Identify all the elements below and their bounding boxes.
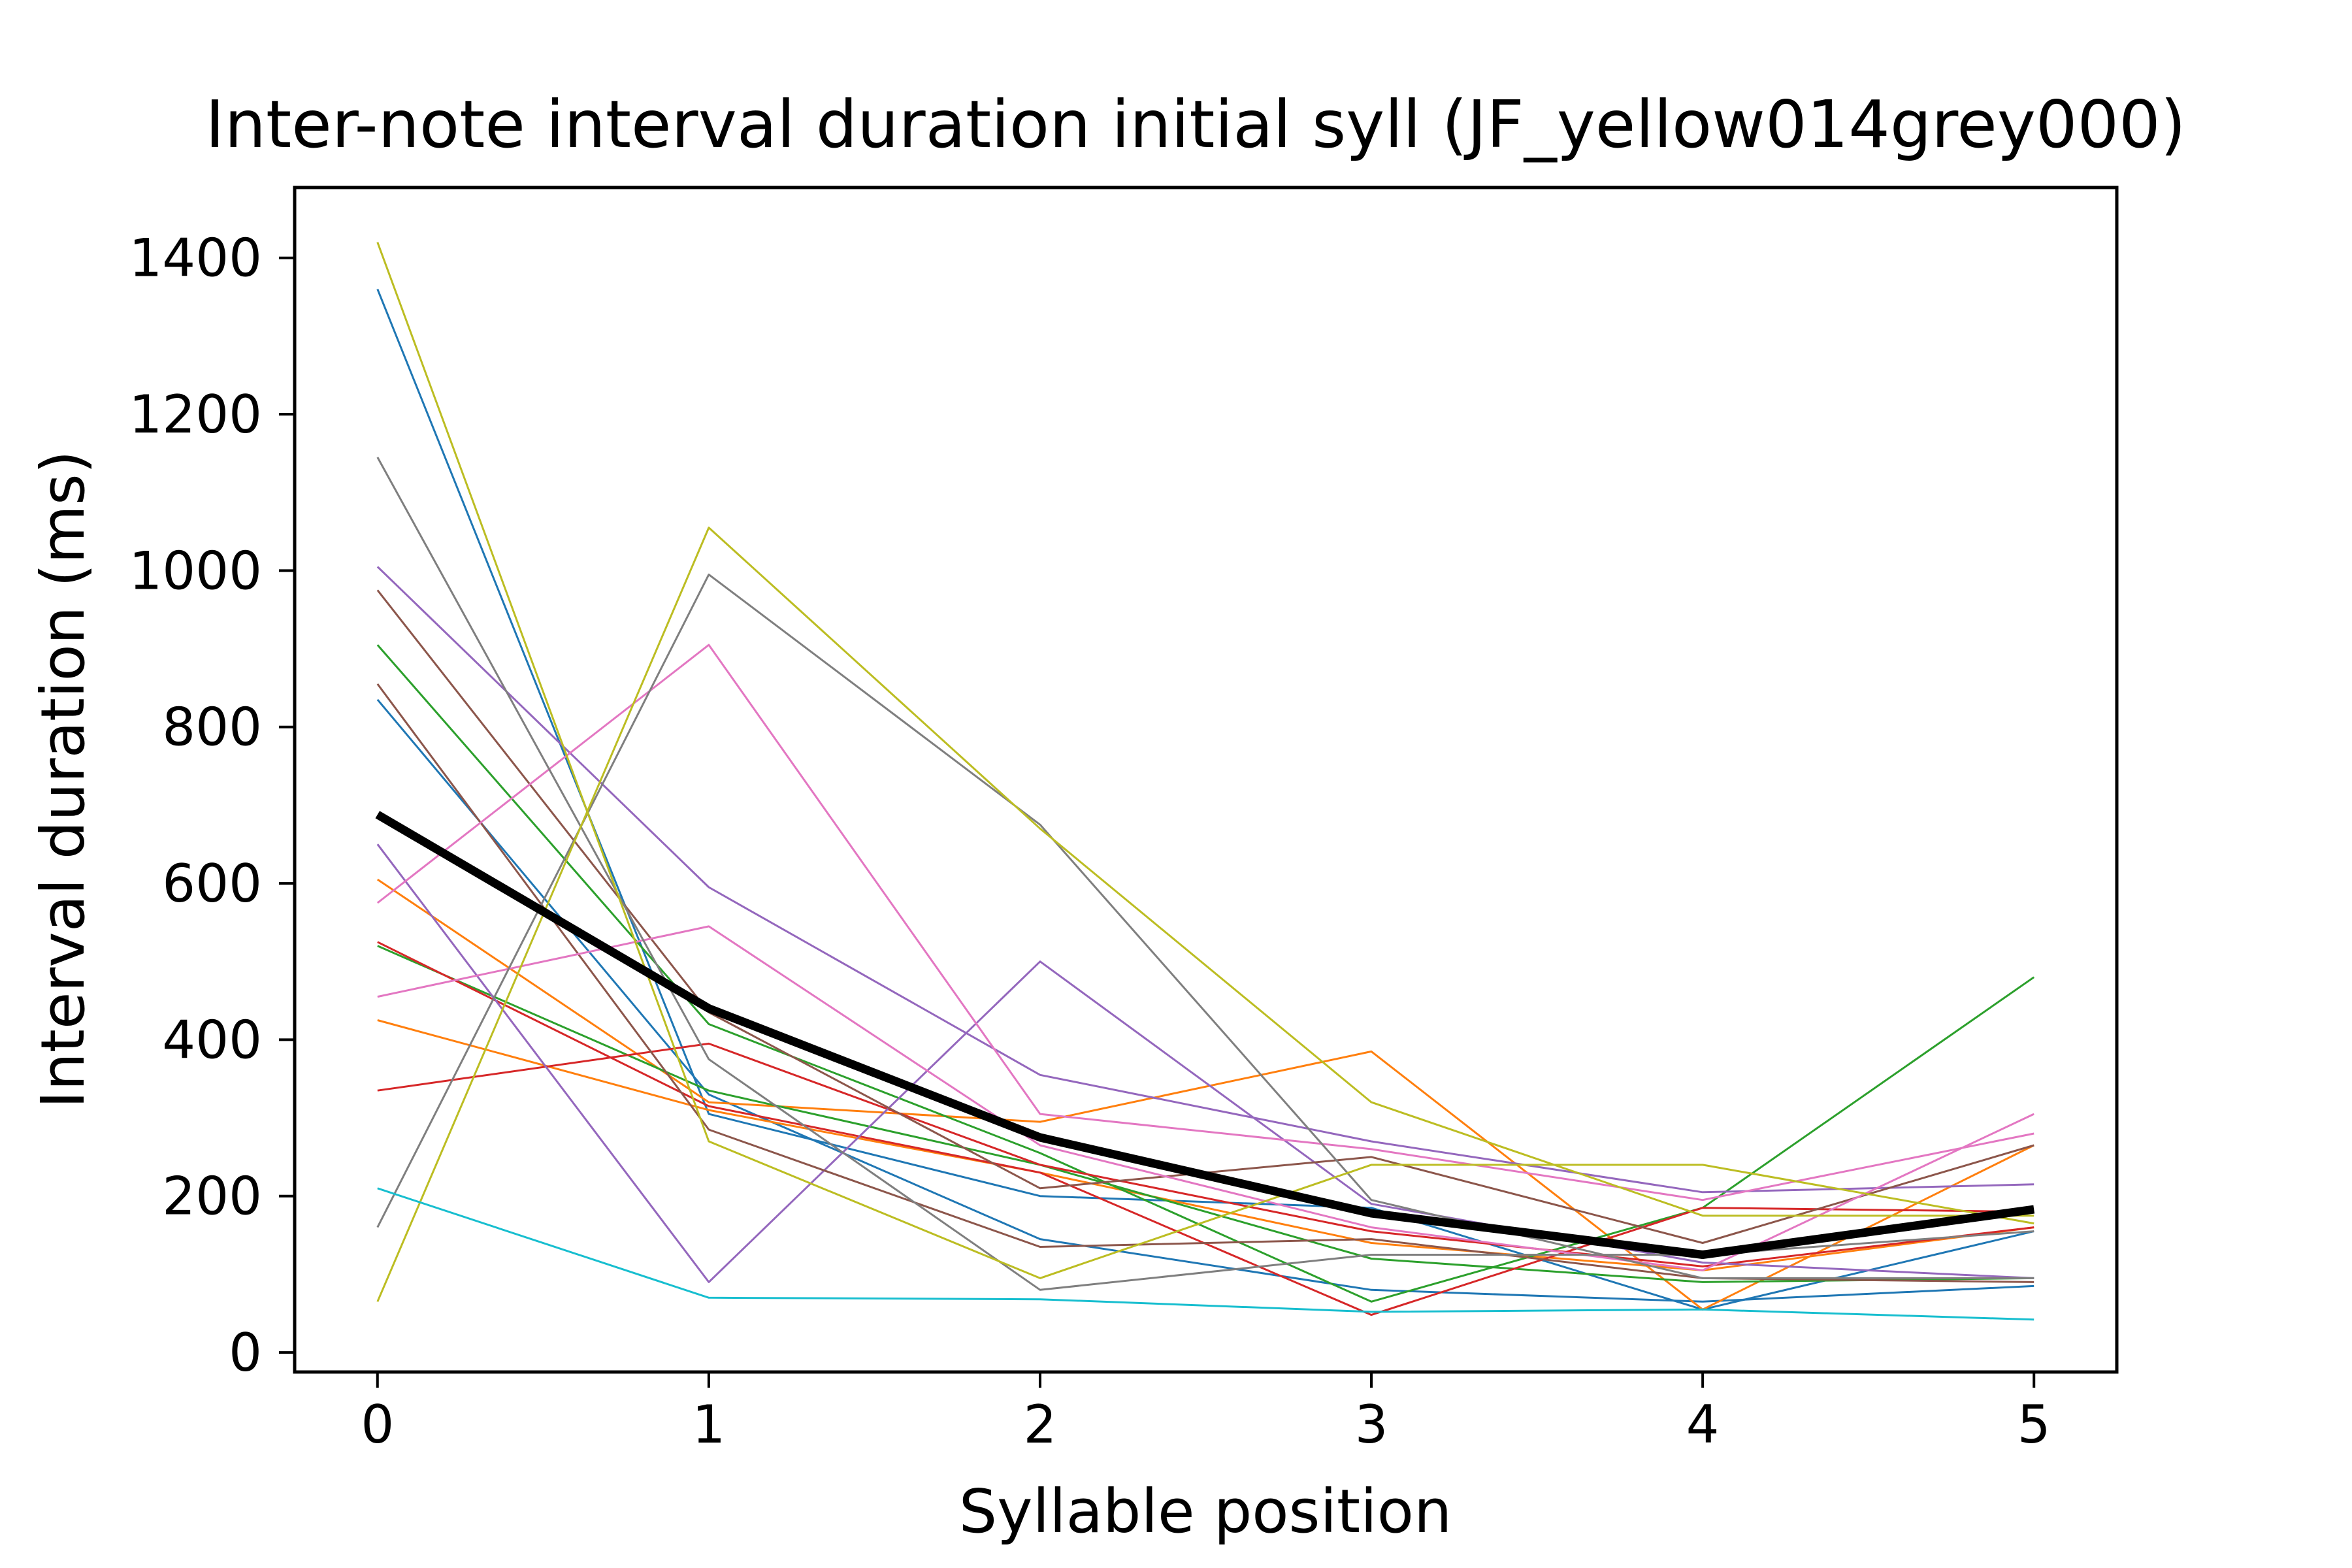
series-line-16 <box>376 573 2034 1279</box>
y-tick-label: 200 <box>162 1166 262 1227</box>
series-line-15 <box>376 457 2034 1291</box>
x-tick-label: 1 <box>692 1394 725 1455</box>
x-tick-label: 0 <box>361 1394 394 1455</box>
y-tick-label: 0 <box>229 1322 262 1383</box>
x-tick-label: 2 <box>1024 1394 1057 1455</box>
series-line-2 <box>376 698 2034 1303</box>
y-tick-label: 400 <box>162 1009 262 1070</box>
series-line-12 <box>376 683 2034 1283</box>
series-line-4 <box>377 1019 2034 1271</box>
series-line-18 <box>376 527 2034 1302</box>
chart-title: Inter-note interval duration initial syl… <box>205 86 2186 163</box>
series-line-10 <box>376 843 2034 1283</box>
series-line-8 <box>377 1042 2034 1267</box>
x-tick-label: 5 <box>2017 1394 2051 1455</box>
series-line-5 <box>376 644 2035 1303</box>
series-line-1 <box>376 289 2034 1311</box>
y-tick-label: 600 <box>162 853 262 914</box>
series-line-9 <box>376 566 2034 1194</box>
series-line-13 <box>376 644 2034 1201</box>
series-line-19 <box>377 1187 2034 1321</box>
y-tick-label: 1000 <box>129 540 262 601</box>
x-axis: 0 1 2 3 4 5 <box>361 1372 2051 1455</box>
plot-frame <box>293 186 2119 1374</box>
y-tick-label: 1200 <box>129 384 262 445</box>
y-axis: 0 200 400 600 800 1000 1200 1400 <box>129 228 295 1383</box>
x-tick-label: 3 <box>1355 1394 1388 1455</box>
y-tick-label: 800 <box>162 697 262 758</box>
y-tick-label: 1400 <box>129 228 262 289</box>
series-layer <box>375 242 2035 1321</box>
x-tick-label: 4 <box>1686 1394 1720 1455</box>
series-line-17 <box>376 242 2034 1279</box>
mean-series-line <box>375 811 2035 1259</box>
series-line-6 <box>377 945 2034 1283</box>
y-axis-label: Interval duration (ms) <box>28 450 98 1108</box>
x-axis-label: Syllable position <box>959 1477 1452 1546</box>
